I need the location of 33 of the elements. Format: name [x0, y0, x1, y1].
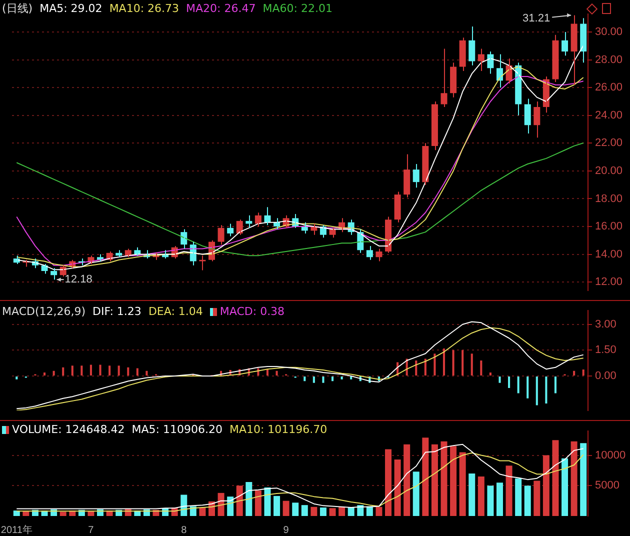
- y-tick-label: 10000: [595, 449, 626, 462]
- text: DIF: 1.23: [92, 305, 142, 318]
- y-tick-label: 26.00: [595, 82, 623, 94]
- chart-title: (日线): [2, 1, 33, 16]
- chart-title: MACD(12,26,9): [2, 305, 86, 318]
- annotation: 12.18: [64, 274, 92, 286]
- text: MA10: 26.73: [109, 2, 180, 15]
- y-tick-label: 16.00: [595, 220, 623, 233]
- text: DEA: 1.04: [148, 305, 203, 318]
- y-tick-label: 5000: [595, 480, 620, 492]
- y-tick-label: 24.00: [595, 109, 623, 122]
- x-tick-label: 2011年: [0, 524, 32, 536]
- annotation: 31.21: [522, 12, 550, 24]
- y-tick-label: 1.50: [595, 344, 616, 356]
- text: MA5: 29.02: [40, 2, 102, 15]
- legend-label: VOLUME: 124648.42: [12, 423, 125, 436]
- y-tick-label: 22.00: [595, 137, 623, 150]
- y-tick-label: 28.00: [595, 54, 623, 66]
- y-tick-label: 14.00: [595, 248, 623, 260]
- y-tick-label: 20.00: [595, 164, 623, 177]
- x-tick-label: 7: [88, 524, 94, 536]
- text: MA20: 26.47: [186, 2, 256, 15]
- x-tick-label: 9: [283, 524, 290, 536]
- y-tick-label: 12.00: [595, 276, 623, 288]
- y-tick-label: 30.00: [595, 26, 623, 38]
- y-tick-label: 0.00: [595, 370, 616, 382]
- text: MA10: 101196.70: [229, 423, 328, 436]
- legend-label: MACD: 0.38: [220, 305, 285, 318]
- y-tick-label: 3.00: [595, 318, 616, 330]
- y-tick-label: 18.00: [595, 192, 623, 205]
- x-tick-label: 8: [181, 524, 188, 536]
- text: MA60: 22.01: [262, 2, 332, 15]
- text: MA5: 110906.20: [132, 423, 222, 436]
